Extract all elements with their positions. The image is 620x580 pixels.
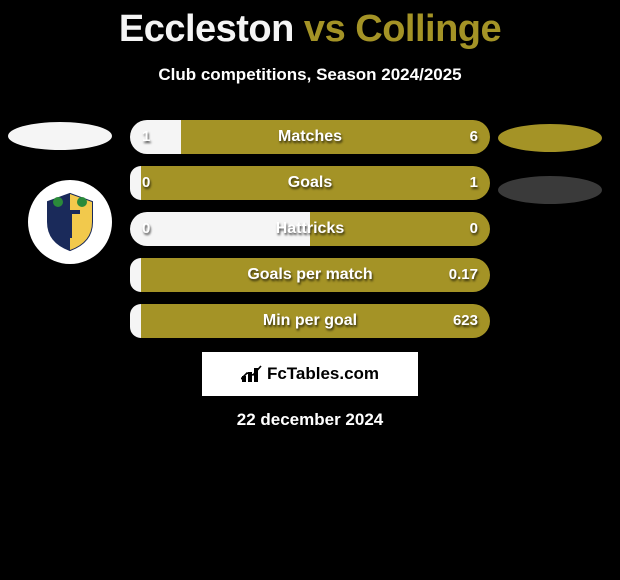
stat-label: Goals <box>130 166 490 200</box>
brand-text: FcTables.com <box>267 364 379 384</box>
right-team-ellipse-bottom <box>498 176 602 204</box>
bar-chart-icon <box>241 365 263 383</box>
stat-label: Min per goal <box>130 304 490 338</box>
stat-value-right: 6 <box>470 120 478 154</box>
stat-row: Goals0 1 <box>130 166 490 200</box>
stat-value-right: 0 <box>470 212 478 246</box>
stats-area: Matches16Goals01Hattricks00Goals per mat… <box>130 120 490 350</box>
vs-separator: vs <box>294 8 355 50</box>
shield-icon <box>38 190 102 254</box>
stat-label: Matches <box>130 120 490 154</box>
stat-row: Min per goal623 <box>130 304 490 338</box>
comparison-title: Eccleston vs Collinge <box>0 0 620 51</box>
player-left-name: Eccleston <box>119 8 294 50</box>
stat-label: Goals per match <box>130 258 490 292</box>
player-right-name: Collinge <box>355 8 501 50</box>
club-crest <box>28 180 112 264</box>
stat-row: Hattricks0 0 <box>130 212 490 246</box>
left-team-ellipse <box>8 122 112 150</box>
right-team-ellipse-top <box>498 124 602 152</box>
stat-row: Matches1 6 <box>130 120 490 154</box>
stat-label: Hattricks <box>130 212 490 246</box>
stat-value-left: 0 <box>142 166 150 200</box>
stat-value-left: 1 <box>142 120 150 154</box>
stat-value-right: 1 <box>470 166 478 200</box>
brand-box[interactable]: FcTables.com <box>202 352 418 396</box>
stat-row: Goals per match0.17 <box>130 258 490 292</box>
stat-value-right: 623 <box>453 304 478 338</box>
date-text: 22 december 2024 <box>0 410 620 430</box>
stat-value-right: 0.17 <box>449 258 478 292</box>
competition-subtitle: Club competitions, Season 2024/2025 <box>0 65 620 85</box>
stat-value-left: 0 <box>142 212 150 246</box>
